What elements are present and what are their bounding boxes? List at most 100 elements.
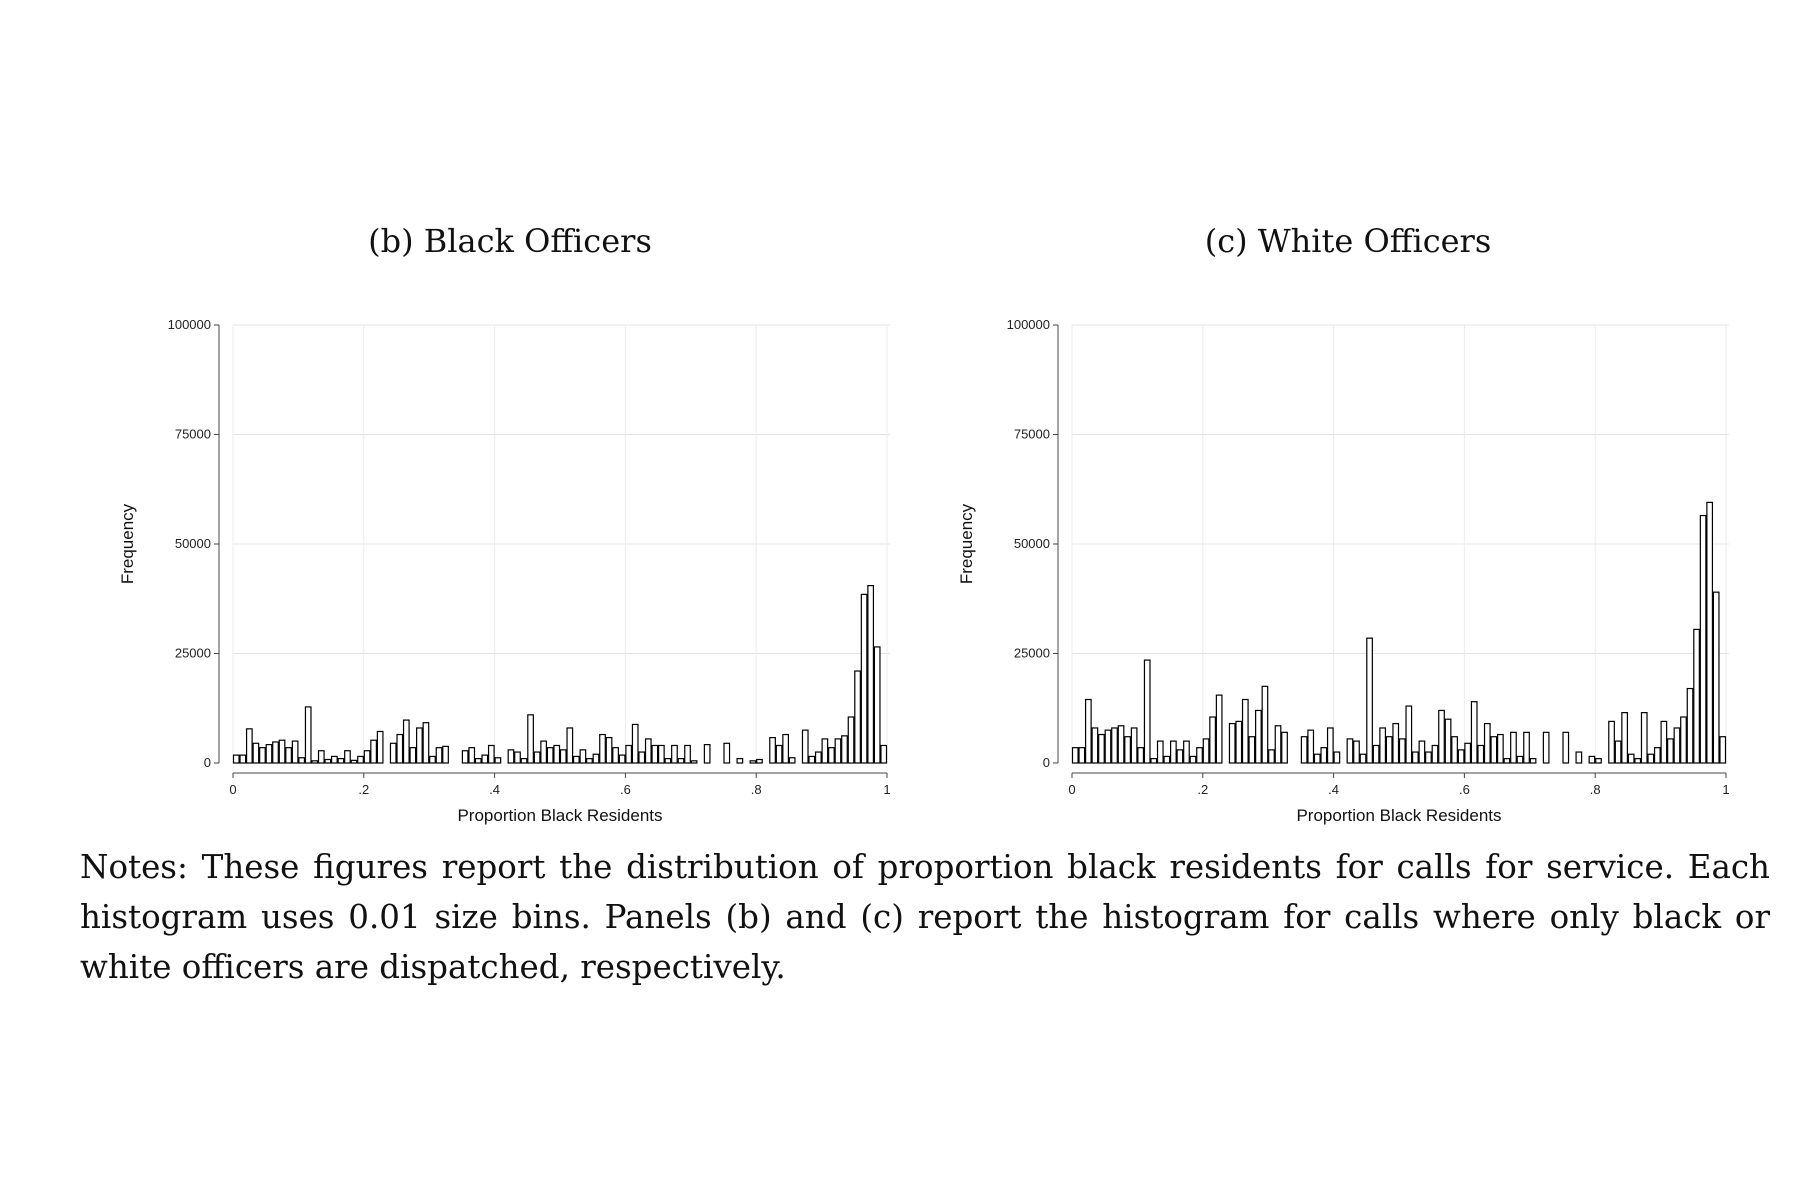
histogram-bar xyxy=(1353,740,1360,764)
histogram-bar xyxy=(1150,758,1158,764)
histogram-bar xyxy=(1470,701,1478,764)
histogram-bar xyxy=(808,755,816,764)
histogram-bar xyxy=(736,758,744,764)
histogram-bar xyxy=(690,760,698,764)
histogram-white-officers: 0 25000 50000 75000 100000 0 .2 .4 .6 .8 1 Proport… xyxy=(957,317,1730,825)
histogram-bar xyxy=(1143,659,1151,764)
histogram-bar xyxy=(1183,740,1190,764)
histogram-bar xyxy=(723,742,731,764)
histogram-bar xyxy=(370,739,377,764)
histogram-bar xyxy=(1411,751,1419,764)
panel-title-c: (c) White Officers xyxy=(1204,222,1492,260)
histogram-bar xyxy=(1693,628,1700,764)
histogram-bar xyxy=(435,747,443,764)
histogram-bar xyxy=(612,747,619,764)
histogram-bar xyxy=(880,744,888,764)
histogram-bar xyxy=(1307,729,1315,764)
histogram-bar xyxy=(1510,731,1517,764)
histogram-bar xyxy=(265,744,273,764)
histogram-bar xyxy=(1496,733,1504,764)
histogram-bar xyxy=(272,741,279,764)
histogram-bar xyxy=(599,733,606,764)
histogram-bar xyxy=(1608,720,1615,764)
histogram-bar xyxy=(344,750,351,764)
histogram-bar xyxy=(1457,749,1465,764)
histogram-bar xyxy=(1464,742,1472,764)
histogram-bar xyxy=(396,733,404,764)
histogram-bar xyxy=(749,760,757,764)
x-tick-label: .8 xyxy=(1590,782,1601,797)
histogram-bar xyxy=(1202,738,1210,764)
histogram-bar xyxy=(1523,731,1530,764)
histogram-bar xyxy=(1542,731,1550,764)
x-tick-label: 1 xyxy=(1722,782,1729,797)
histogram-bar xyxy=(285,747,292,764)
histogram-bar xyxy=(1483,722,1491,764)
histogram-bar xyxy=(1098,733,1105,764)
histogram-bar xyxy=(1268,749,1275,764)
histogram-bar xyxy=(1104,729,1112,764)
histogram-bar xyxy=(1359,753,1367,764)
histogram-bar xyxy=(304,706,312,764)
histogram-black-officers: 0 25000 50000 75000 100000 0 .2 .4 .6 .8 1 Proport… xyxy=(118,317,891,825)
axes xyxy=(1053,324,1727,778)
y-tick-label: 75000 xyxy=(175,427,211,442)
histogram-bar xyxy=(239,754,247,764)
histogram-bar xyxy=(1667,738,1674,764)
histogram-bar xyxy=(1712,591,1720,764)
histogram-bar xyxy=(1575,751,1583,764)
histogram-bar xyxy=(1398,738,1406,764)
histogram-bar xyxy=(1653,747,1661,764)
histogram-bar xyxy=(1503,758,1511,764)
histogram-bar xyxy=(1706,501,1714,764)
x-axis-label: Proportion Black Residents xyxy=(1296,806,1501,825)
bars xyxy=(232,585,888,764)
histogram-bar xyxy=(311,760,319,764)
histogram-bar xyxy=(1372,744,1380,764)
histogram-bar xyxy=(769,736,776,764)
panel-title-b: (b) Black Officers xyxy=(368,222,652,260)
histogram-bar xyxy=(468,747,476,764)
histogram-bar xyxy=(1124,736,1131,764)
histogram-bar xyxy=(834,738,842,764)
y-tick-label: 100000 xyxy=(168,317,211,332)
histogram-bar xyxy=(821,738,829,764)
histogram-bar xyxy=(1170,740,1177,764)
histogram-bar xyxy=(1686,687,1694,764)
histogram-bar xyxy=(638,751,646,764)
histogram-bar xyxy=(1444,718,1452,764)
histogram-bar xyxy=(1228,722,1236,764)
histogram-bar xyxy=(1699,514,1707,764)
histogram-bar xyxy=(507,749,515,764)
histogram-bar xyxy=(1163,755,1171,764)
histogram-bar xyxy=(1405,705,1413,764)
histogram-bar xyxy=(664,758,672,764)
x-tick-label: 1 xyxy=(883,782,890,797)
histogram-bar xyxy=(461,750,469,764)
y-tick-label: 75000 xyxy=(1014,427,1050,442)
y-axis-label: Frequency xyxy=(118,503,137,584)
x-tick-label: .2 xyxy=(1197,782,1208,797)
histogram-bar xyxy=(631,723,639,764)
histogram-bar xyxy=(416,727,423,764)
histogram-bar xyxy=(540,740,548,764)
x-tick-label: 0 xyxy=(229,782,236,797)
histogram-bar xyxy=(1595,758,1602,764)
histogram-bar xyxy=(474,758,482,764)
histogram-bar xyxy=(350,759,358,764)
histogram-bar xyxy=(337,758,345,764)
histogram-bar xyxy=(1300,736,1308,764)
histogram-bar xyxy=(1627,753,1635,764)
y-tick-label: 50000 xyxy=(175,536,211,551)
histogram-bar xyxy=(644,738,652,764)
histogram-bar xyxy=(586,758,593,764)
histogram-bar xyxy=(1248,736,1256,764)
histogram-bar xyxy=(429,755,436,764)
histogram-bar xyxy=(1071,747,1079,764)
histogram-bar xyxy=(566,727,574,764)
histogram-bar xyxy=(684,744,691,764)
histogram-bar xyxy=(259,747,266,764)
histogram-bar xyxy=(873,646,881,764)
histogram-bar xyxy=(1425,751,1432,764)
histogram-bar xyxy=(1719,736,1727,764)
